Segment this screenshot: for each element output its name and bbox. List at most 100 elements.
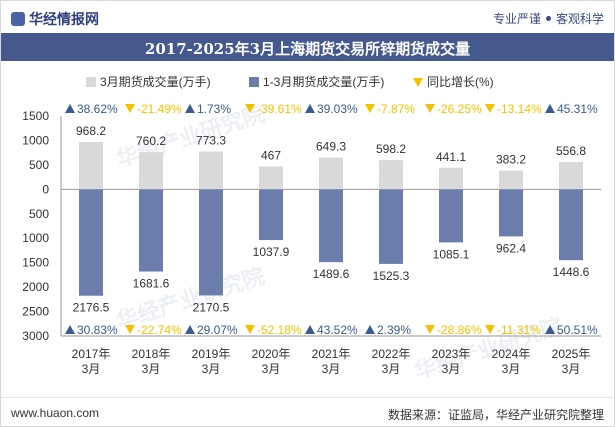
y-tick-label: 1000 <box>22 231 49 245</box>
x-tick-label: 3月 <box>382 362 401 376</box>
bar-monthly <box>319 157 343 190</box>
brand-name: 华经情报网 <box>29 11 99 27</box>
data-label-monthly: 598.2 <box>376 142 406 156</box>
legend-swatch-monthly <box>86 77 96 87</box>
data-label-monthly: 556.8 <box>556 144 586 158</box>
growth-label-cumulative: 29.07% <box>197 323 238 337</box>
x-tick-label: 2023年 <box>432 347 471 361</box>
bar-cumulative <box>199 189 223 296</box>
slogan-left: 专业严谨 <box>492 12 541 26</box>
y-tick-label: 1500 <box>22 109 49 123</box>
x-tick-label: 3月 <box>322 362 341 376</box>
bar-cumulative <box>139 189 163 272</box>
data-label-monthly: 968.2 <box>76 124 106 138</box>
x-tick-label: 3月 <box>262 362 281 376</box>
growth-label-monthly: 38.62% <box>77 102 118 116</box>
x-tick-label: 3月 <box>202 362 221 376</box>
data-label-monthly: 383.2 <box>496 153 526 167</box>
x-tick-label: 3月 <box>142 362 161 376</box>
growth-label-cumulative-down-icon <box>245 325 255 334</box>
slogan: 专业严谨 客观科学 <box>493 10 604 27</box>
growth-label-cumulative: 50.51% <box>557 323 598 337</box>
data-label-monthly: 649.3 <box>316 140 346 154</box>
growth-label-cumulative-up-icon <box>65 325 75 334</box>
data-label-cumulative: 2170.5 <box>193 300 230 314</box>
bar-monthly <box>379 160 403 190</box>
dot-icon <box>545 16 551 21</box>
data-label-cumulative: 2176.5 <box>73 301 110 315</box>
data-label-cumulative: 1085.1 <box>433 247 470 261</box>
growth-label-monthly: 1.73% <box>197 102 231 116</box>
x-tick-label: 2021年 <box>312 347 351 361</box>
bar-monthly <box>439 167 463 190</box>
growth-label-cumulative: 43.52% <box>317 323 358 337</box>
growth-label-cumulative-down-icon <box>485 325 495 334</box>
brand: 华经情报网 <box>11 9 99 29</box>
x-tick-label: 2018年 <box>132 347 171 361</box>
y-tick-label: 2000 <box>22 280 49 294</box>
y-tick-label: 0 <box>42 182 49 196</box>
y-tick-label: 1000 <box>22 133 49 147</box>
y-tick-label: 3000 <box>22 329 49 343</box>
growth-label-cumulative-up-icon <box>545 325 555 334</box>
growth-label-monthly-down-icon <box>245 104 255 113</box>
data-label-monthly: 773.3 <box>196 134 226 148</box>
growth-label-cumulative: -28.86% <box>437 323 482 337</box>
x-tick-label: 3月 <box>502 362 521 376</box>
chart-title: 2017-2025年3月上海期货交易所锌期货成交量 <box>144 40 471 58</box>
x-tick-label: 2017年 <box>72 347 111 361</box>
growth-label-cumulative: -22.74% <box>137 323 182 337</box>
y-tick-label: 500 <box>29 158 49 172</box>
growth-label-monthly: 39.03% <box>317 102 358 116</box>
legend-growth-icon <box>413 78 423 87</box>
growth-label-monthly-down-icon <box>125 104 135 113</box>
growth-label-monthly-down-icon <box>365 104 375 113</box>
x-tick-label: 3月 <box>442 362 461 376</box>
growth-label-cumulative: 30.83% <box>77 323 118 337</box>
x-tick-label: 3月 <box>562 362 581 376</box>
legend-label-growth: 同比增长(%) <box>427 75 494 89</box>
bar-monthly <box>79 141 103 190</box>
bar-monthly <box>499 170 523 190</box>
growth-label-monthly-up-icon <box>305 104 315 113</box>
x-tick-label: 2019年 <box>192 347 231 361</box>
growth-label-cumulative: 2.39% <box>377 323 411 337</box>
x-tick-label: 2020年 <box>252 347 291 361</box>
growth-label-monthly: 45.31% <box>557 102 598 116</box>
legend-swatch-cumulative <box>249 77 259 87</box>
bar-monthly <box>199 151 223 190</box>
brand-logo-icon <box>11 12 25 26</box>
y-tick-label: 1500 <box>22 256 49 270</box>
y-tick-label: 2500 <box>22 305 49 319</box>
bar-monthly <box>139 152 163 190</box>
x-tick-label: 2022年 <box>372 347 411 361</box>
growth-label-cumulative-up-icon <box>305 325 315 334</box>
bar-cumulative <box>379 189 403 264</box>
bar-monthly <box>559 162 583 190</box>
growth-label-cumulative-up-icon <box>185 325 195 334</box>
growth-label-monthly: -7.87% <box>377 102 415 116</box>
footer-site: www.huaon.com <box>11 406 100 420</box>
title-bar: 2017-2025年3月上海期货交易所锌期货成交量 <box>1 33 614 61</box>
growth-label-monthly-up-icon <box>185 104 195 113</box>
growth-label-monthly-down-icon <box>425 104 435 113</box>
footer: www.huaon.com 数据来源：证监局，华经产业研究院整理 <box>1 397 614 426</box>
growth-label-cumulative: -52.18% <box>257 323 302 337</box>
x-tick-label: 3月 <box>82 362 101 376</box>
data-label-cumulative: 1037.9 <box>253 245 290 259</box>
growth-label-monthly-up-icon <box>65 104 75 113</box>
y-tick-label: 500 <box>29 207 49 221</box>
growth-label-monthly: -21.49% <box>137 102 182 116</box>
x-tick-label: 2024年 <box>492 347 531 361</box>
data-label-cumulative: 962.4 <box>496 241 526 255</box>
x-tick-label: 2025年 <box>552 347 591 361</box>
growth-label-cumulative: -11.31% <box>497 323 541 337</box>
growth-label-cumulative-down-icon <box>125 325 135 334</box>
bar-chart: 3月期货成交量(万手) 1-3月期货成交量(万手) 同比增长(%) 1500 1000 5… <box>22 74 601 376</box>
legend-label-cumulative: 1-3月期货成交量(万手) <box>263 74 384 89</box>
bar-cumulative <box>439 189 463 243</box>
top-bar: 华经情报网 专业严谨 客观科学 <box>1 1 614 33</box>
data-label-monthly: 760.2 <box>136 134 166 148</box>
bar-cumulative <box>79 189 103 296</box>
